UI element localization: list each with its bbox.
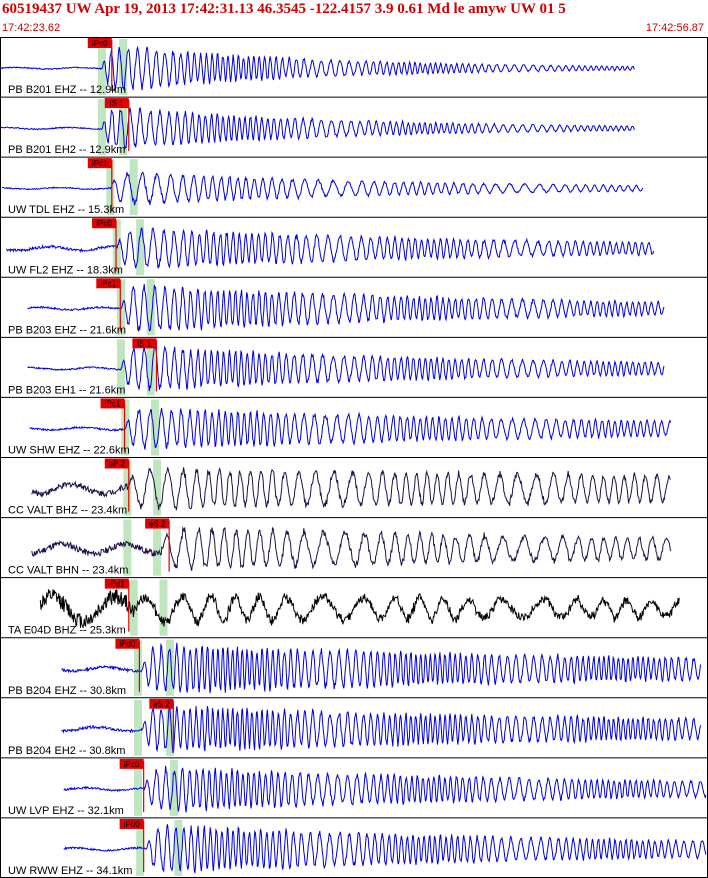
window-band	[159, 579, 168, 636]
pick-marker	[119, 758, 144, 769]
pick-marker	[149, 698, 174, 709]
station-label: PB B203 EH1 -- 21.6km	[8, 384, 125, 396]
window-band	[117, 339, 126, 396]
pick-label: iPd1	[109, 580, 126, 589]
station-label: PB B203 EHZ -- 21.6km	[8, 324, 126, 336]
waveform-trace	[5, 226, 655, 269]
waveform-trace	[61, 705, 701, 754]
window-band	[146, 339, 155, 396]
station-label: UW FL2 EHZ -- 18.3km	[8, 264, 123, 276]
waveform-trace	[27, 344, 665, 392]
station-label: CC VALT BHZ -- 23.4km	[8, 505, 127, 517]
station-label: PB B204 EHZ -- 30.8km	[8, 685, 126, 697]
window-band	[129, 579, 138, 636]
window-band	[165, 639, 174, 696]
pick-marker	[132, 338, 157, 349]
pick-label: iPc1	[105, 399, 121, 408]
waveform-trace	[29, 407, 671, 450]
pick-marker	[104, 458, 129, 469]
window-band	[123, 519, 132, 576]
pick-marker	[96, 278, 121, 289]
waveform-trace	[31, 526, 672, 571]
waveform-trace	[61, 642, 701, 694]
pick-label: eP 2	[109, 460, 126, 469]
waveform-trace	[63, 765, 707, 813]
window-band	[151, 399, 160, 456]
pick-label: iPd0	[119, 640, 136, 649]
waveform-trace	[0, 45, 635, 91]
window-band	[134, 639, 143, 696]
end-time-label: 17:42:56.87	[645, 22, 704, 34]
pick-label: iPc0	[96, 219, 112, 228]
station-label: PB B201 EHZ -- 12.9km	[8, 84, 126, 96]
pick-label: iS 1	[137, 339, 151, 348]
station-label: UW RWW EHZ -- 34.1km	[8, 865, 132, 877]
window-band	[146, 279, 155, 336]
pick-marker	[104, 578, 129, 589]
pick-label: iPc1	[101, 279, 117, 288]
seismogram-panel: iPc0 PB B201 EHZ -- 12.9km iS 1 PB B201 EH2…	[0, 37, 708, 878]
waveform-trace	[31, 467, 671, 511]
pick-marker	[104, 98, 129, 109]
pick-marker	[100, 398, 125, 409]
window-band	[170, 759, 179, 816]
pick-marker	[87, 38, 112, 48]
window-band	[134, 699, 143, 756]
window-band	[134, 759, 143, 816]
window-band	[106, 159, 115, 216]
window-band	[121, 399, 130, 456]
station-label: CC VALT BHN -- 23.4km	[8, 565, 128, 577]
pick-label: iS 1	[110, 99, 124, 108]
start-time-label: 17:42:23.62	[2, 22, 61, 34]
pick-label: eS 2	[149, 520, 166, 529]
window-band	[136, 219, 145, 276]
pick-label: iPc0	[124, 760, 140, 769]
station-label: UW TDL EHZ -- 15.3km	[8, 204, 124, 216]
pick-label: eS 2	[153, 700, 170, 709]
pick-marker	[87, 158, 112, 169]
waveform-trace	[39, 589, 680, 629]
waveform-trace	[63, 824, 707, 874]
window-band	[129, 159, 138, 216]
station-label: TA E04D BHZ -- 25.3km	[8, 625, 126, 637]
station-label: UW SHW EHZ -- 22.6km	[8, 445, 130, 457]
waveform-trace	[27, 283, 665, 332]
pick-label: iPc0	[92, 39, 108, 48]
pick-marker	[119, 818, 144, 829]
window-band	[153, 459, 162, 516]
event-title: 60519437 UW Apr 19, 2013 17:42:31.13 46.…	[2, 1, 566, 17]
pick-label: iPc1	[92, 159, 108, 168]
station-label: PB B204 EH2 -- 30.8km	[8, 745, 125, 757]
pick-marker	[115, 638, 140, 649]
window-band	[97, 39, 106, 96]
window-band	[165, 699, 174, 756]
pick-marker	[145, 518, 170, 529]
window-band	[117, 279, 126, 336]
waveform-trace	[0, 107, 635, 150]
pick-label: iP00	[124, 820, 141, 829]
waveform-trace	[1, 171, 644, 206]
window-band	[153, 519, 162, 576]
station-label: PB B201 EH2 -- 12.9km	[8, 144, 125, 156]
station-label: UW LVP EHZ -- 32.1km	[8, 805, 124, 817]
header: 60519437 UW Apr 19, 2013 17:42:31.13 46.…	[0, 0, 708, 37]
window-band	[97, 99, 106, 156]
pick-marker	[92, 218, 117, 229]
window-band	[119, 39, 128, 96]
